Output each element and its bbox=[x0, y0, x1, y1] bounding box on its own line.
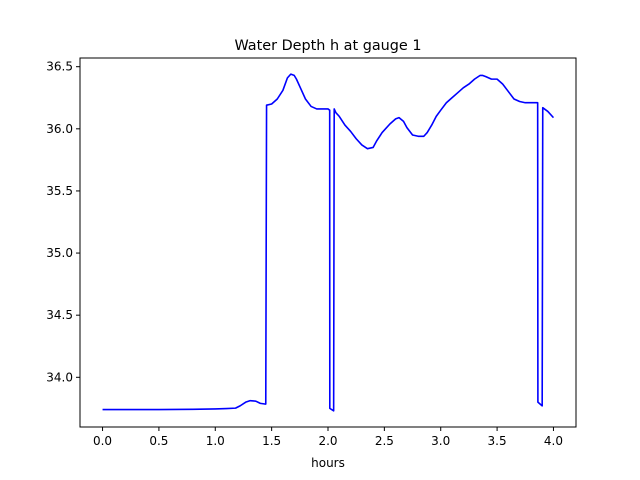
x-tick-label: 2.5 bbox=[375, 434, 394, 448]
x-tick-label: 1.0 bbox=[206, 434, 225, 448]
x-tick-label: 4.0 bbox=[544, 434, 563, 448]
y-tick-label: 35.5 bbox=[46, 184, 73, 198]
series-line-water-depth bbox=[102, 73, 555, 412]
x-tick-label: 0.0 bbox=[93, 434, 112, 448]
plot-frame bbox=[79, 57, 577, 428]
chart-title: Water Depth h at gauge 1 bbox=[234, 38, 421, 54]
y-tick-label: 36.5 bbox=[46, 60, 73, 74]
y-axis-ticks: 34.0 34.5 35.0 35.5 36.0 36.5 bbox=[46, 60, 80, 384]
x-tick-label: 2.0 bbox=[318, 434, 337, 448]
y-tick-label: 36.0 bbox=[46, 122, 73, 136]
x-axis-ticks: 0.0 0.5 1.0 1.5 2.0 2.5 3.0 3.5 4.0 bbox=[93, 427, 563, 448]
y-tick-label: 34.0 bbox=[46, 370, 73, 384]
x-tick-label: 3.0 bbox=[431, 434, 450, 448]
plot-area bbox=[102, 73, 555, 412]
x-tick-label: 0.5 bbox=[149, 434, 168, 448]
x-tick-label: 3.5 bbox=[488, 434, 507, 448]
x-tick-label: 1.5 bbox=[262, 434, 281, 448]
y-tick-label: 35.0 bbox=[46, 246, 73, 260]
x-axis-label: hours bbox=[311, 456, 345, 470]
y-tick-label: 34.5 bbox=[46, 308, 73, 322]
